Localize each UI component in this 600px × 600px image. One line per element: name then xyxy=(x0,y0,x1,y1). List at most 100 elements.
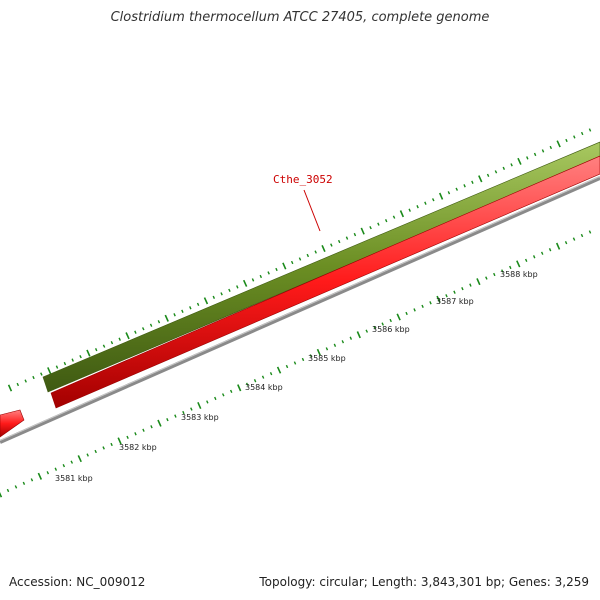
scale-label: 3585 kbp xyxy=(308,354,346,363)
map-title: Clostridium thermocellum ATCC 27405, com… xyxy=(110,10,490,25)
scale-label: 3581 kbp xyxy=(55,474,93,483)
minor-tick xyxy=(501,269,504,273)
minor-tick xyxy=(533,152,537,157)
gene-label[interactable]: Cthe_3052 xyxy=(273,173,333,186)
minor-tick xyxy=(341,340,345,344)
major-tick xyxy=(86,349,91,357)
minor-tick xyxy=(16,382,20,387)
minor-tick xyxy=(102,446,105,450)
major-tick xyxy=(396,313,401,321)
minor-tick xyxy=(79,354,82,359)
minor-tick xyxy=(573,135,576,139)
minor-tick xyxy=(54,467,58,471)
major-tick xyxy=(242,279,248,287)
minor-tick xyxy=(182,410,185,415)
minor-tick xyxy=(389,318,392,323)
minor-tick xyxy=(94,449,97,454)
scale-label: 3584 kbp xyxy=(245,383,283,392)
minor-tick xyxy=(134,432,137,436)
minor-tick xyxy=(102,344,106,348)
minor-tick xyxy=(588,128,592,132)
minor-tick xyxy=(429,301,432,305)
major-tick xyxy=(125,332,130,340)
minor-tick xyxy=(212,295,216,299)
outer-tick-marks xyxy=(7,128,592,392)
minor-tick xyxy=(173,313,176,317)
minor-tick xyxy=(509,265,512,270)
minor-tick xyxy=(469,283,472,287)
minor-tick xyxy=(447,191,451,195)
minor-tick xyxy=(118,337,121,341)
minor-tick xyxy=(377,222,380,226)
minor-tick xyxy=(549,145,553,150)
minor-tick xyxy=(190,407,193,411)
minor-tick xyxy=(416,205,419,209)
minor-tick xyxy=(221,393,225,397)
minor-tick xyxy=(70,460,74,464)
reverse-gene-fragment[interactable] xyxy=(0,409,25,438)
minor-tick xyxy=(424,201,427,205)
minor-tick xyxy=(181,309,184,313)
genome-backbone xyxy=(0,176,600,444)
minor-tick xyxy=(62,464,66,468)
major-tick xyxy=(203,297,209,305)
major-tick xyxy=(117,437,122,445)
major-tick xyxy=(197,401,202,410)
minor-tick xyxy=(301,357,305,362)
inner-tick-marks xyxy=(0,230,592,498)
minor-tick xyxy=(30,478,34,482)
minor-tick xyxy=(71,358,74,362)
minor-tick xyxy=(174,414,177,418)
minor-tick xyxy=(548,248,552,252)
minor-tick xyxy=(55,365,59,369)
major-tick xyxy=(316,348,322,356)
minor-tick xyxy=(421,304,424,308)
minor-tick xyxy=(524,258,528,262)
scale-label: 3587 kbp xyxy=(436,297,474,306)
minor-tick xyxy=(46,471,50,475)
minor-tick xyxy=(365,329,369,333)
minor-tick xyxy=(245,382,249,386)
minor-tick xyxy=(333,343,337,347)
reverse-gene-band[interactable] xyxy=(50,155,600,409)
minor-tick xyxy=(32,375,35,380)
minor-tick xyxy=(345,236,349,240)
major-tick xyxy=(517,157,522,165)
minor-tick xyxy=(86,453,89,457)
minor-tick xyxy=(267,271,270,275)
backbone-highlight xyxy=(0,176,600,441)
minor-tick xyxy=(196,302,200,306)
forward-gene-band[interactable] xyxy=(42,141,600,393)
major-tick xyxy=(478,175,483,183)
major-tick xyxy=(164,314,169,322)
major-tick xyxy=(237,384,242,392)
minor-tick xyxy=(580,131,584,136)
minor-tick xyxy=(384,219,388,223)
minor-tick xyxy=(532,255,536,259)
minor-tick xyxy=(453,290,456,294)
minor-tick xyxy=(306,253,310,258)
major-tick xyxy=(436,295,441,303)
minor-tick xyxy=(510,163,513,167)
minor-tick xyxy=(22,481,26,485)
scale-labels: 3581 kbp 3582 kbp 3583 kbp 3584 kbp 3585… xyxy=(55,270,538,483)
minor-tick xyxy=(572,237,576,241)
minor-tick xyxy=(405,311,408,316)
minor-tick xyxy=(150,425,153,429)
scale-label: 3586 kbp xyxy=(372,325,410,334)
major-tick xyxy=(37,472,43,480)
minor-tick xyxy=(392,215,396,219)
minor-tick xyxy=(494,170,498,174)
minor-tick xyxy=(431,198,435,202)
minor-tick xyxy=(502,166,506,170)
minor-tick xyxy=(251,278,255,282)
minor-tick xyxy=(580,233,584,238)
minor-tick xyxy=(110,341,114,345)
minor-tick xyxy=(330,243,333,247)
minor-tick xyxy=(526,156,529,160)
minor-tick xyxy=(24,379,27,383)
minor-tick xyxy=(126,435,129,439)
minor-tick xyxy=(471,180,474,184)
major-tick xyxy=(356,331,361,339)
minor-tick xyxy=(40,372,43,376)
